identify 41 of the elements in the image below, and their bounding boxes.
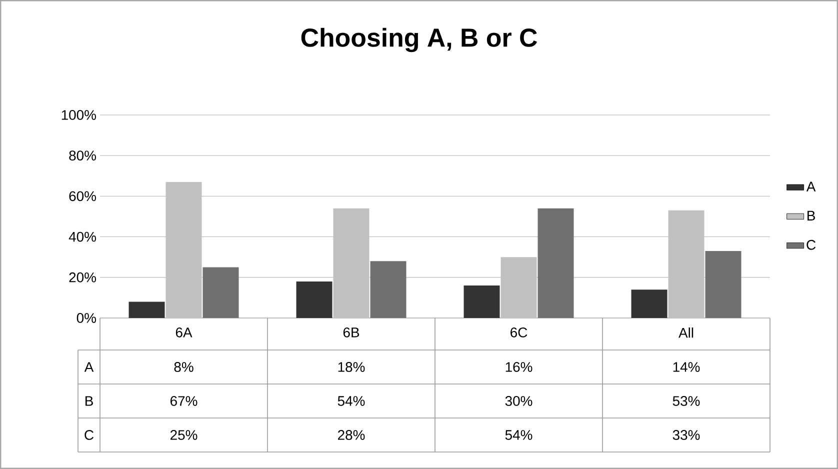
chart-title: Choosing A, B or C: [301, 28, 538, 52]
y-tick-label: 80%: [69, 150, 96, 161]
data-label: 28%: [338, 430, 365, 440]
y-tick-label: 40%: [68, 232, 96, 242]
data-label: 54%: [505, 430, 532, 440]
data-label: 14%: [673, 362, 700, 372]
bar: [166, 182, 202, 318]
bar: [202, 267, 239, 318]
bar: [538, 208, 574, 318]
legend-label: C: [806, 240, 816, 250]
bar: [370, 261, 406, 318]
data-label: 8%: [174, 362, 194, 372]
y-tick-label: 100%: [62, 110, 96, 120]
y-tick-label: 20%: [69, 272, 96, 282]
x-tick-label: 6A: [176, 327, 192, 338]
y-tick-label: 0%: [76, 313, 96, 323]
bar: [705, 250, 742, 318]
data-label: 53%: [672, 396, 700, 406]
legend-label: B: [808, 210, 815, 220]
data-label: 30%: [505, 396, 532, 406]
data-label: 16%: [506, 362, 532, 372]
data-label: 67%: [170, 396, 198, 406]
bar: [464, 286, 500, 318]
legend-label: A: [806, 182, 816, 192]
data-label: 18%: [338, 362, 365, 372]
bar: [333, 208, 370, 318]
bar: [631, 290, 668, 318]
x-tick-label: All: [678, 328, 694, 338]
bar: [128, 302, 165, 318]
text: A: [84, 362, 94, 372]
text: B: [86, 396, 93, 406]
y-tick-label: 60%: [69, 191, 96, 202]
data-label: 54%: [338, 396, 365, 406]
bar: [296, 281, 332, 318]
x-tick-label: 6C: [510, 327, 528, 338]
text: C: [84, 430, 94, 440]
x-tick-label: 6B: [343, 327, 360, 338]
data-label: 25%: [170, 430, 198, 440]
data-label: 33%: [672, 430, 700, 440]
bar: [500, 257, 537, 318]
bar: [668, 210, 704, 318]
